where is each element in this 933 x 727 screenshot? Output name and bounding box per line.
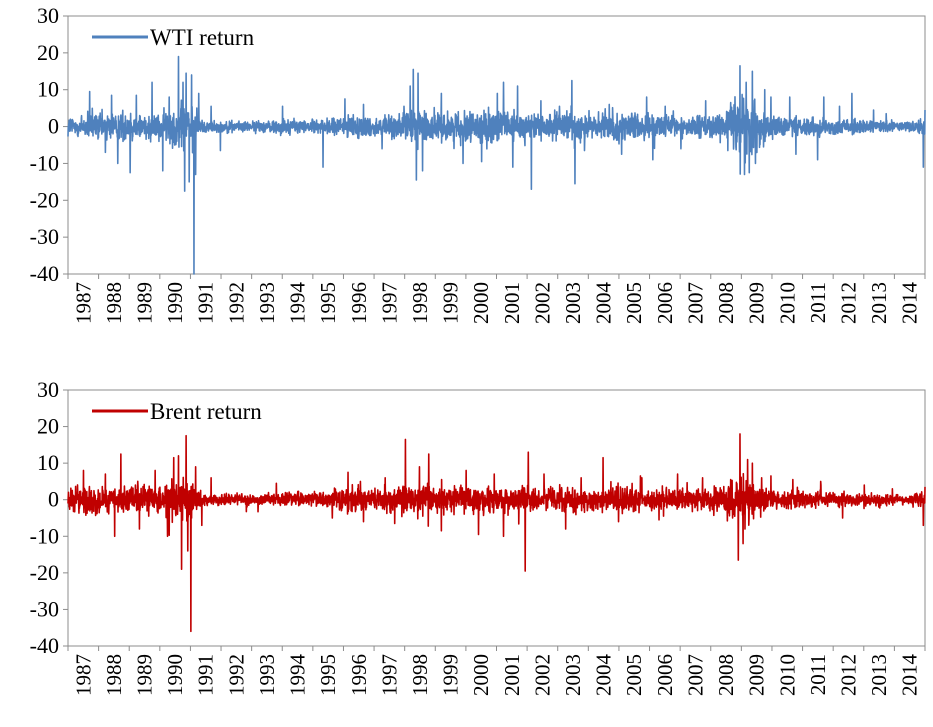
brent-y-tick-label: 10: [37, 450, 59, 475]
brent-x-tick-label: 1990: [163, 654, 187, 696]
brent-return-series-line: [67, 433, 926, 633]
brent-x-tick-label: 2003: [561, 654, 585, 696]
brent-x-tick-label: 2005: [622, 654, 646, 696]
wti-y-tick-label: -10: [30, 150, 59, 175]
brent-x-tick-label: 2011: [806, 654, 830, 695]
brent-x-tick-label: 1994: [286, 654, 310, 697]
brent-x-tick-label: 2013: [867, 654, 891, 696]
brent-x-tick-label: 1993: [255, 654, 279, 696]
brent-x-tick-label: 1987: [71, 654, 95, 696]
wti-x-tick-label: 1995: [316, 282, 340, 324]
wti-x-tick-label: 1989: [133, 282, 157, 324]
brent-x-tick-label: 2007: [683, 654, 707, 696]
brent-x-tick-label: 1992: [224, 654, 248, 696]
wti-x-tick-label: 1992: [224, 282, 248, 324]
wti-x-tick-label: 1990: [163, 282, 187, 324]
brent-legend-label: Brent return: [150, 399, 262, 424]
brent-x-tick-label: 2009: [745, 654, 769, 696]
wti-x-tick-label: 2010: [775, 282, 799, 324]
wti-x-tick-label: 2012: [837, 282, 861, 324]
wti-x-tick-label: 1999: [439, 282, 463, 324]
wti-x-tick-label: 2004: [592, 282, 616, 325]
brent-x-tick-label: 2001: [500, 654, 524, 696]
wti-x-tick-label: 1987: [71, 282, 95, 324]
wti-x-tick-label: 2008: [714, 282, 738, 324]
brent-x-tick-label: 1997: [377, 654, 401, 696]
wti-x-tick-label: 2014: [898, 282, 922, 325]
wti-x-tick-label: 1998: [408, 282, 432, 324]
brent-y-tick-label: 20: [37, 414, 59, 439]
brent-x-tick-label: 1995: [316, 654, 340, 696]
wti-x-tick-label: 2007: [683, 282, 707, 324]
brent-x-tick-label: 2006: [653, 654, 677, 696]
brent-y-tick-label: -20: [30, 560, 59, 585]
brent-y-tick-label: -10: [30, 523, 59, 548]
wti-x-tick-label: 2002: [530, 282, 554, 324]
wti-x-tick-label: 1997: [377, 282, 401, 324]
wti-y-tick-label: 0: [48, 114, 59, 139]
brent-x-tick-label: 2012: [837, 654, 861, 696]
brent-x-tick-label: 1989: [133, 654, 157, 696]
wti-x-tick-label: 1988: [102, 282, 126, 324]
wti-legend-label: WTI return: [150, 25, 255, 50]
brent-plot-area: [67, 389, 926, 647]
brent-x-tick-label: 2004: [592, 654, 616, 697]
wti-y-tick-label: -30: [30, 224, 59, 249]
wti-x-tick-label: 2009: [745, 282, 769, 324]
brent-y-tick-label: 30: [37, 377, 59, 402]
brent-x-tick-label: 2014: [898, 654, 922, 697]
wti-y-tick-label: -40: [30, 261, 59, 286]
brent-x-tick-label: 1998: [408, 654, 432, 696]
brent-y-tick-label: -40: [30, 633, 59, 658]
brent-x-tick-label: 2010: [775, 654, 799, 696]
wti-x-tick-label: 2000: [469, 282, 493, 324]
brent-x-tick-label: 1988: [102, 654, 126, 696]
wti-x-tick-label: 2013: [867, 282, 891, 324]
brent-x-tick-label: 2002: [530, 654, 554, 696]
wti-x-tick-label: 2005: [622, 282, 646, 324]
brent-x-tick-label: 1999: [439, 654, 463, 696]
brent-x-tick-label: 2008: [714, 654, 738, 696]
brent-y-tick-label: -30: [30, 596, 59, 621]
wti-x-tick-label: 1994: [286, 282, 310, 325]
wti-x-tick-label: 2001: [500, 282, 524, 324]
wti-y-tick-label: -20: [30, 187, 59, 212]
wti-x-tick-label: 1991: [194, 282, 218, 324]
wti-x-tick-label: 2011: [806, 282, 830, 323]
brent-x-tick-label: 1991: [194, 654, 218, 696]
wti-x-tick-label: 2006: [653, 282, 677, 324]
brent-y-tick-label: 0: [48, 487, 59, 512]
wti-y-tick-label: 30: [37, 3, 59, 28]
wti-y-tick-label: 10: [37, 77, 59, 102]
brent-x-tick-label: 2000: [469, 654, 493, 696]
wti-return-series-line: [67, 55, 926, 275]
wti-y-tick-label: 20: [37, 40, 59, 65]
wti-x-tick-label: 1996: [347, 282, 371, 324]
wti-x-tick-label: 2003: [561, 282, 585, 324]
brent-x-tick-label: 1996: [347, 654, 371, 696]
wti-x-tick-label: 1993: [255, 282, 279, 324]
